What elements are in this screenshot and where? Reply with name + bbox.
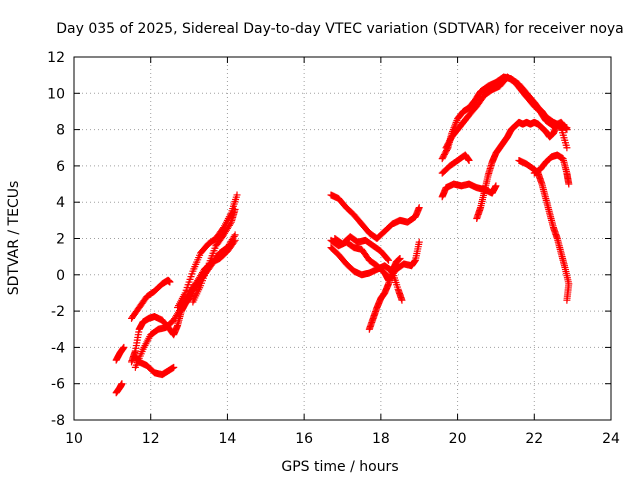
data-point [384, 255, 392, 263]
y-tick-label: 0 [56, 268, 65, 284]
series-trace-2 [112, 343, 128, 364]
y-tick-label: -4 [51, 340, 65, 356]
x-tick-label: 16 [295, 431, 313, 447]
series-trace-13 [365, 254, 404, 333]
x-tick-label: 12 [142, 431, 160, 447]
data-point [562, 125, 570, 133]
x-tick-label: 14 [219, 431, 237, 447]
series-trace-7 [174, 191, 241, 311]
series-trace-12 [331, 233, 393, 264]
data-point [385, 256, 393, 264]
x-tick-labels: 10 12 14 16 18 20 22 24 [65, 431, 620, 447]
y-tick-label: 2 [56, 232, 65, 248]
data-point [563, 144, 571, 152]
x-tick-label: 18 [372, 431, 390, 447]
data-point [398, 296, 406, 304]
data-point [563, 296, 571, 304]
data-point [233, 191, 241, 199]
data-point [231, 236, 239, 244]
x-tick-label: 22 [525, 431, 543, 447]
series-trace-18 [473, 118, 571, 223]
data-point [492, 182, 500, 190]
data-point [118, 380, 126, 388]
y-axis-label: SDTVAR / TECUs [6, 181, 22, 296]
series-trace-1 [112, 380, 126, 397]
data-point [565, 180, 573, 188]
data-point [415, 204, 423, 212]
y-tick-label: 12 [47, 50, 65, 66]
x-tick-label: 10 [65, 431, 83, 447]
data-point [465, 156, 473, 164]
y-tick-label: 10 [47, 86, 65, 102]
series-trace-19 [515, 156, 573, 304]
data-point [230, 238, 238, 246]
series-trace-15 [438, 151, 473, 177]
data-point [170, 363, 178, 371]
y-tick-label: 6 [56, 159, 65, 175]
y-tick-label: -6 [51, 377, 65, 393]
y-tick-label: -2 [51, 304, 65, 320]
grid-lines [74, 57, 611, 420]
y-tick-labels: -8 -6 -4 -2 0 2 4 6 8 10 12 [47, 50, 65, 429]
series-trace-20 [530, 151, 573, 188]
y-tick-label: 8 [56, 123, 65, 139]
data-point [231, 205, 239, 213]
data-point [396, 254, 404, 262]
data-point [226, 220, 234, 228]
x-tick-label: 24 [602, 431, 620, 447]
x-tick-label: 20 [449, 431, 467, 447]
x-axis-label: GPS time / hours [281, 459, 398, 475]
data-point [166, 278, 174, 286]
y-tick-label: -8 [51, 413, 65, 429]
y-tick-label: 4 [56, 195, 65, 211]
series-trace-8 [189, 205, 239, 306]
series-trace-6 [131, 236, 239, 371]
chart-title: Day 035 of 2025, Sidereal Day-to-day VTE… [56, 21, 624, 37]
series-trace-4 [128, 276, 174, 322]
data-point [563, 126, 571, 134]
plot-frame [73, 56, 612, 421]
series-trace-9 [327, 191, 423, 242]
series-trace-16 [438, 73, 571, 163]
data-point [415, 238, 423, 246]
series-trace-14 [438, 180, 500, 201]
data-point [120, 343, 128, 351]
data-series [112, 73, 573, 397]
